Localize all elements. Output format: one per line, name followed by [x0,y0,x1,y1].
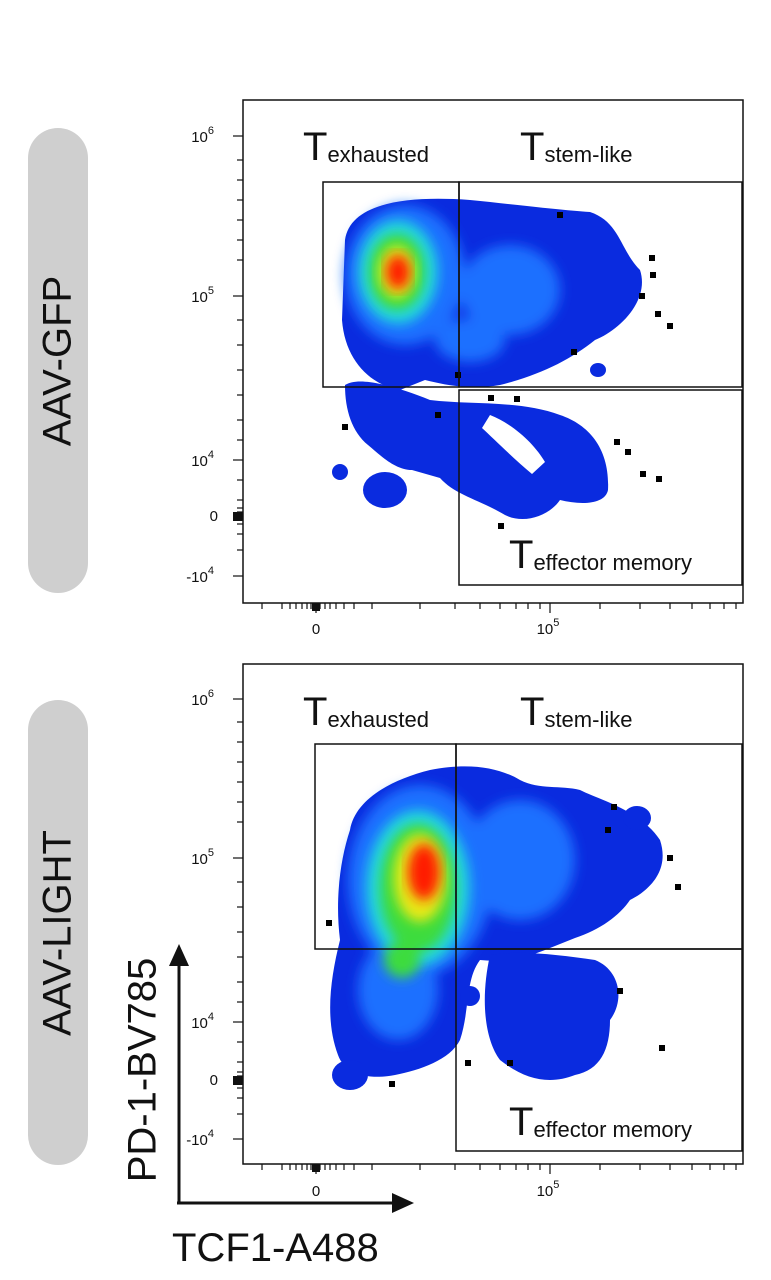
plot-gfp: Texhausted Tstem-like Teffector memory [186,99,744,638]
gates-light [314,743,743,1152]
y-tick-marks-light [233,698,243,1140]
x-axis-gfp: 0 105 [233,512,737,638]
x-tick-label-light-0: 0 [312,1183,320,1200]
y-tick-label-light-neg1e4: -104 [186,1128,214,1149]
gate-label-effector-memory-gfp: Teffector memory [509,533,692,577]
y-tick-marks-gfp [233,135,243,577]
gate-label-stem-like-gfp: Tstem-like [520,125,632,169]
gate-label-stem-like-light: Tstem-like [520,690,632,734]
x-tick-label-gfp-0: 0 [312,621,320,638]
x-axis-title: TCF1-A488 [172,1226,379,1270]
x-tick-marks-light [261,1164,737,1174]
y-tick-label-gfp-0: 0 [210,508,218,525]
y-zero-marker-light [233,1076,243,1085]
y-axis-title: PD-1-BV785 [120,957,165,1183]
x-tick-label-gfp-1e5: 105 [537,617,560,638]
panel-label-pill-light: AAV-LIGHT [28,700,88,1165]
gate-stem-like-gfp [458,181,743,388]
density-gfp [332,198,642,520]
y-axis-gfp: 106 105 104 0 -104 [186,125,243,586]
plot-light: Texhausted Tstem-like Teffector memory [186,663,744,1200]
density-layer-red-gfp [386,255,410,289]
gate-label-exhausted-light: Texhausted [303,690,429,734]
y-tick-label-light-1e5: 105 [191,847,214,868]
gate-effector-memory-gfp [458,389,743,586]
y-axis-arrowhead [169,944,189,966]
y-tick-label-gfp-neg1e4: -104 [186,565,214,586]
gate-label-exhausted-gfp: Texhausted [303,125,429,169]
density-light [330,766,663,1090]
density-layer-red-light [408,844,440,900]
axis-arrows [169,944,414,1213]
x-tick-marks-gfp [261,603,737,613]
x-zero-marker-light [312,1164,320,1172]
y-tick-label-light-1e4: 104 [191,1011,214,1032]
panel-label-pill-gfp: AAV-GFP [28,128,88,593]
y-tick-label-gfp-1e4: 104 [191,449,214,470]
x-tick-label-light-1e5: 105 [537,1179,560,1200]
y-tick-label-light-0: 0 [210,1072,218,1089]
y-zero-marker-gfp [233,512,243,521]
outliers-light [326,804,681,1087]
x-axis-arrowhead [392,1193,414,1213]
y-tick-label-light-1e6: 106 [191,688,214,709]
x-zero-marker-gfp [312,603,320,611]
gates-gfp [322,181,743,586]
density-gap-gfp [482,415,545,474]
outliers-gfp [342,212,673,529]
gate-label-effector-memory-light: Teffector memory [509,1100,692,1144]
y-tick-label-gfp-1e5: 105 [191,285,214,306]
x-axis-light: 0 105 [233,1076,737,1200]
y-tick-label-gfp-1e6: 106 [191,125,214,146]
gate-effector-memory-light [455,948,743,1152]
